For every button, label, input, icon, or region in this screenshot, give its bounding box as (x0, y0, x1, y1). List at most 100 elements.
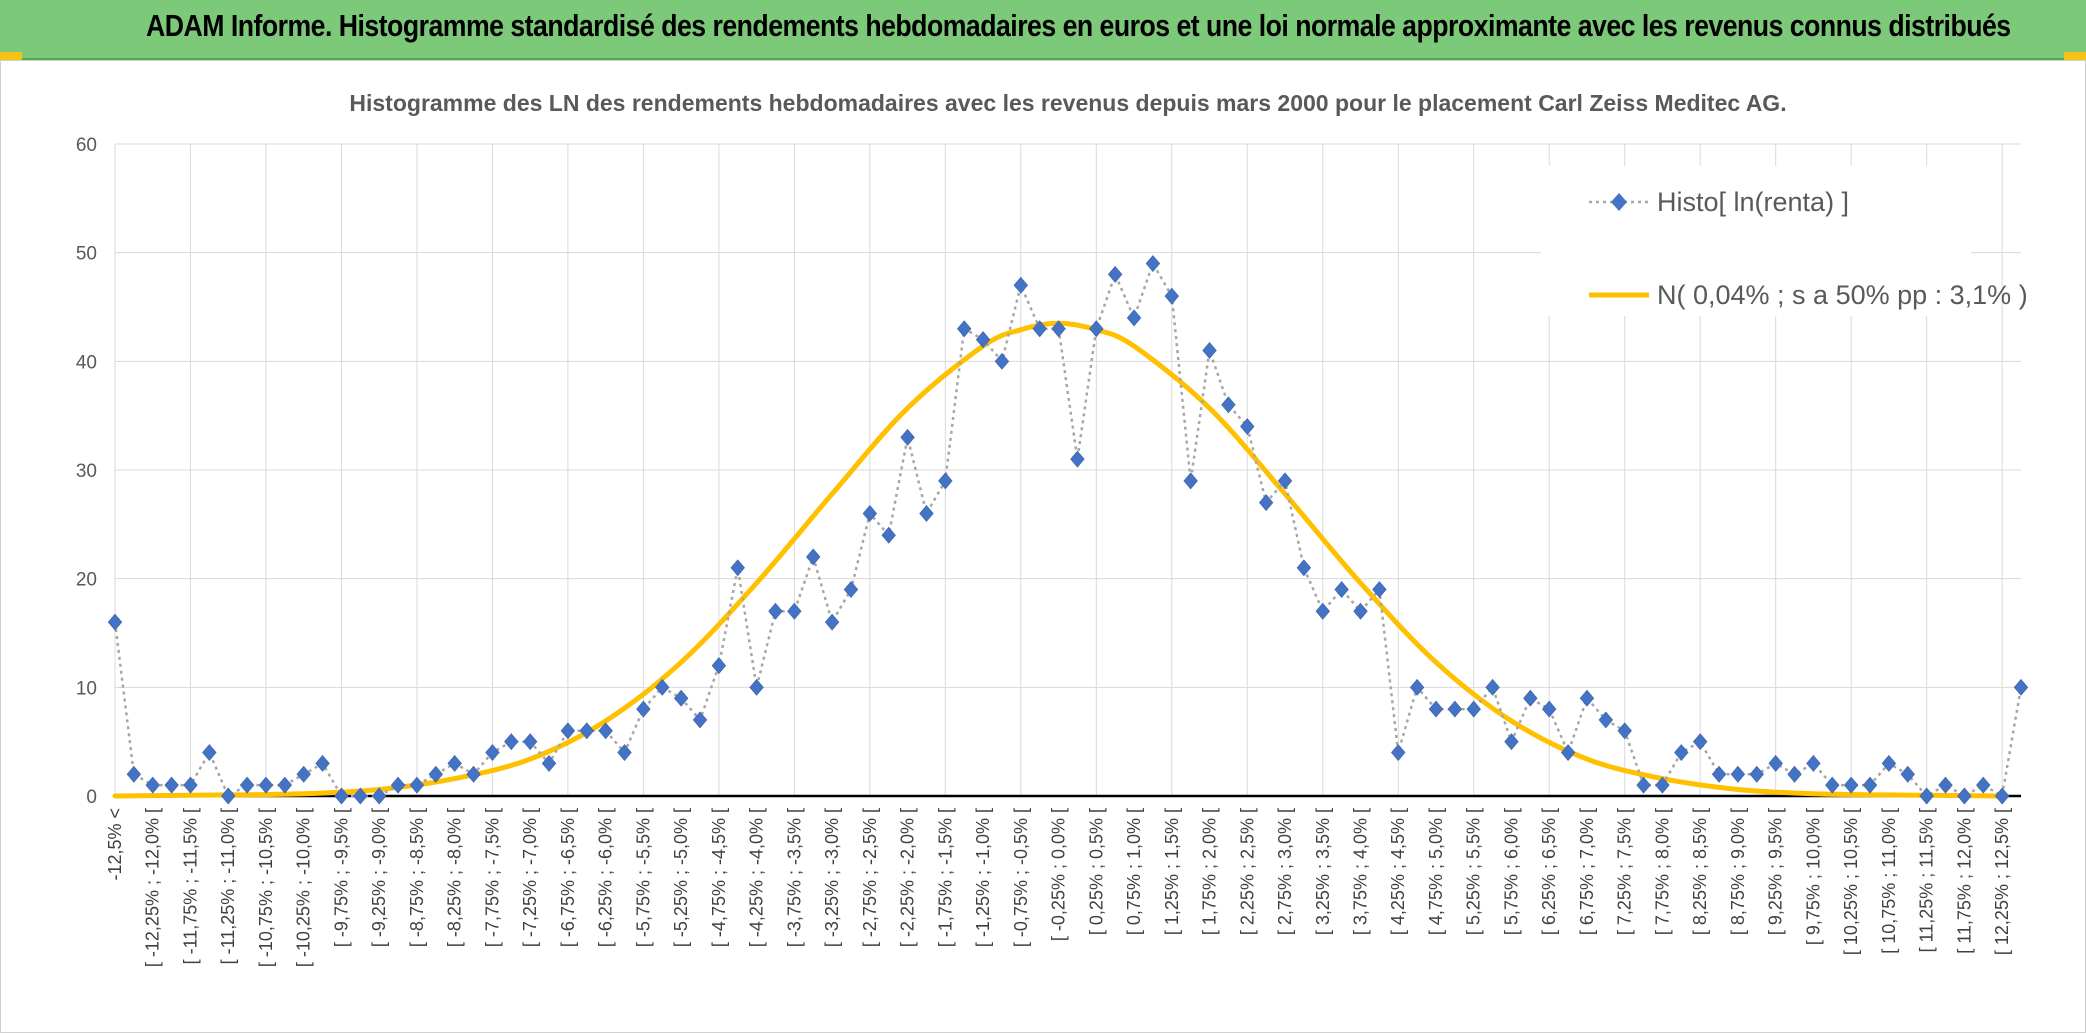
histogram-series-layer (107, 255, 2029, 805)
histo-point (1976, 776, 1991, 794)
x-tick-label: [ -5,25% ; -5,0% [ (671, 808, 691, 947)
histo-point (843, 581, 859, 598)
histo-point (1523, 689, 1538, 707)
x-tick-label: [ 7,25% ; 7,5% [ (1615, 808, 1635, 935)
histo-point (334, 787, 349, 805)
y-tick-label: 50 (76, 244, 97, 265)
histo-point (994, 352, 1010, 370)
histo-point (768, 602, 783, 620)
histo-point (409, 776, 425, 794)
x-tick-label: [ 8,75% ; 9,0% [ (1728, 808, 1748, 935)
histo-point (1447, 700, 1463, 718)
histo-point (522, 733, 538, 751)
histo-point (1126, 309, 1142, 327)
histo-point (730, 559, 745, 577)
histo-point (560, 722, 576, 740)
histo-point (673, 689, 689, 707)
histo-point (1900, 765, 1915, 783)
histo-point (1372, 581, 1387, 598)
chart-frame: Histogramme des LN des rendements hebdom… (0, 60, 2086, 1033)
x-tick-label: [ 6,25% ; 6,5% [ (1539, 808, 1559, 935)
x-tick-label: [ 2,25% ; 2,5% [ (1237, 808, 1257, 935)
banner: ADAM Informe. Histogramme standardisé de… (0, 0, 2086, 60)
histo-point (824, 613, 840, 631)
histo-point (504, 733, 519, 751)
x-tick-label: [ 0,75% ; 1,0% [ (1124, 808, 1144, 935)
histo-point (975, 331, 991, 349)
y-tick-label: 60 (76, 135, 97, 156)
histo-connector-line (113, 260, 2023, 798)
histo-point (466, 765, 481, 783)
x-tick-label: [ -9,25% ; -9,0% [ (369, 808, 389, 947)
y-tick-label: 10 (76, 678, 97, 699)
x-tick-label: [ -7,25% ; -7,0% [ (520, 808, 540, 947)
x-tick-label: [ -10,25% ; -10,0% [ (294, 808, 314, 967)
x-tick-label: [ -6,25% ; -6,0% [ (596, 808, 616, 947)
histo-point (447, 754, 462, 772)
histo-point (1711, 765, 1727, 783)
histo-point (296, 765, 311, 783)
y-tick-label: 20 (76, 570, 97, 591)
histo-point (1994, 787, 2010, 805)
histo-point (1013, 276, 1029, 294)
corner-accent-right (2064, 52, 2086, 60)
x-tick-label: [ -1,25% ; -1,0% [ (973, 808, 993, 947)
histo-point (485, 744, 500, 761)
histo-point (617, 744, 632, 761)
histo-point (1202, 342, 1217, 359)
x-tick-label: [ -11,25% ; -11,0% [ (218, 808, 238, 964)
legend-histo-label: Histo[ ln(renta) ] (1657, 187, 1849, 217)
x-tick-label: [ 6,75% ; 7,0% [ (1577, 808, 1597, 935)
histo-point (900, 428, 915, 446)
histo-point (881, 526, 896, 544)
normal-curve-line (112, 320, 2005, 799)
histo-point (1579, 689, 1595, 707)
histo-point (221, 787, 236, 805)
histo-point (1655, 776, 1670, 794)
histo-point (1315, 602, 1330, 620)
histo-point (1164, 287, 1179, 305)
histo-point (1221, 396, 1236, 414)
histo-point (1296, 559, 1312, 577)
histo-point (1692, 733, 1708, 751)
legend-histo-marker-icon (1611, 193, 1627, 211)
histo-point (1787, 765, 1802, 783)
histo-point (239, 776, 255, 794)
x-tick-label: [ 4,25% ; 4,5% [ (1388, 808, 1408, 935)
histo-point (579, 722, 594, 740)
histo-point (1617, 722, 1632, 740)
x-tick-label: [ -1,75% ; -1,5% [ (935, 808, 955, 947)
histo-point (202, 744, 217, 761)
histo-point (1051, 320, 1066, 338)
banner-title: ADAM Informe. Histogramme standardisé de… (146, 8, 2011, 43)
x-tick-label: [ 12,25% ; 12,5% [ (1992, 808, 2012, 955)
histo-point (1768, 754, 1783, 772)
x-tick-label: [ 1,25% ; 1,5% [ (1162, 808, 1182, 935)
histo-point (1391, 744, 1406, 761)
x-tick-label: [ -9,75% ; -9,5% [ (331, 808, 351, 947)
histo-point (749, 678, 764, 696)
histo-point (1070, 450, 1085, 468)
histo-point (957, 320, 972, 338)
histo-point (541, 754, 557, 772)
x-tick-label: [ 9,75% ; 10,0% [ (1803, 808, 1823, 945)
histo-point (1749, 765, 1764, 783)
x-tick-label: -12,5% < (105, 808, 125, 881)
histo-point (938, 472, 953, 490)
histo-point (1145, 255, 1161, 272)
histo-point (1542, 700, 1557, 718)
x-tick-label: [ 11,25% ; 11,5% [ (1917, 808, 1937, 952)
x-tick-label: [ 8,25% ; 8,5% [ (1690, 808, 1710, 935)
histo-point (711, 657, 727, 675)
histo-point (145, 776, 160, 794)
histo-point (1334, 581, 1349, 598)
x-tick-label: [ 7,75% ; 8,0% [ (1652, 808, 1672, 935)
histo-point (2013, 678, 2029, 696)
y-tick-label: 40 (76, 352, 97, 373)
histo-point (1843, 776, 1859, 794)
x-tick-label: [ 9,25% ; 9,5% [ (1766, 808, 1786, 935)
histo-point (126, 765, 142, 783)
histo-point (1107, 265, 1123, 283)
histo-point (692, 711, 708, 729)
x-tick-label: [ -4,75% ; -4,5% [ (709, 808, 729, 947)
